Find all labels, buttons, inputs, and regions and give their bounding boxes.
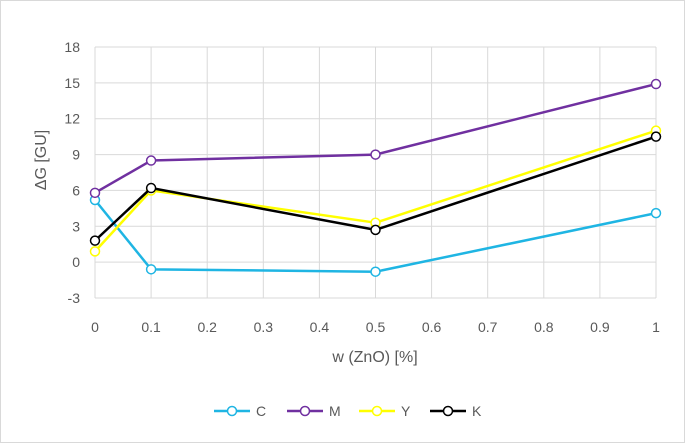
data-point [89,246,101,257]
series-lines [89,78,662,277]
x-tick-label: 0.8 [534,319,554,335]
y-tick-label: 15 [64,75,80,91]
legend-marker [442,405,454,417]
series-line [94,82,657,194]
legend-label: Y [401,403,411,419]
y-tick-label: 18 [64,39,80,55]
legend-label: M [329,403,341,419]
y-tick-label: 12 [64,111,80,127]
data-point [370,266,381,277]
y-tick-label: 9 [72,147,80,163]
x-tick-label: 0.3 [254,319,274,335]
data-point [145,264,157,275]
series-c [89,194,662,277]
x-tick-label: 0.4 [310,319,330,335]
x-axis-label: w (ZnO) [%] [331,349,417,366]
data-point [89,187,101,199]
legend-label: K [472,403,482,419]
y-tick-label: -3 [68,290,81,306]
series-k [89,131,662,246]
data-point [370,149,381,160]
series-line [94,129,657,253]
series-line [94,135,657,242]
x-tick-labels: 0 0.1 0.2 0.3 0.4 0.5 0.6 0.7 0.8 0.9 1 [91,319,660,335]
y-tick-label: 6 [72,182,80,198]
data-point [650,131,662,142]
legend-item-c: C [214,403,266,419]
series-m [89,78,662,199]
legend-item-y: Y [359,403,411,419]
series-line [94,199,657,273]
y-tick-label: 0 [72,254,80,270]
y-axis-label: ΔG [GU] [33,130,50,190]
y-tick-label: 3 [72,218,80,234]
x-tick-label: 0.2 [197,319,217,335]
data-point [145,182,157,194]
x-tick-label: 0.9 [590,319,610,335]
x-tick-label: 0.5 [366,319,386,335]
x-tick-label: 0.1 [141,319,161,335]
x-tick-label: 1 [652,319,660,335]
x-tick-label: 0.7 [478,319,498,335]
data-point [145,155,157,166]
data-point [650,78,662,90]
legend-item-m: M [287,403,341,419]
gridlines [94,46,657,299]
data-point [370,224,381,236]
legend-label: C [256,403,266,419]
x-tick-label: 0.6 [422,319,442,335]
legend-marker [299,405,311,417]
data-point [89,235,101,246]
legend-item-k: K [430,403,482,419]
legend-marker [371,405,383,417]
x-tick-label: 0 [91,319,99,335]
legend-marker [226,405,238,417]
y-tick-labels: -3 0 3 6 9 12 15 18 [64,39,80,306]
data-point [650,207,662,219]
